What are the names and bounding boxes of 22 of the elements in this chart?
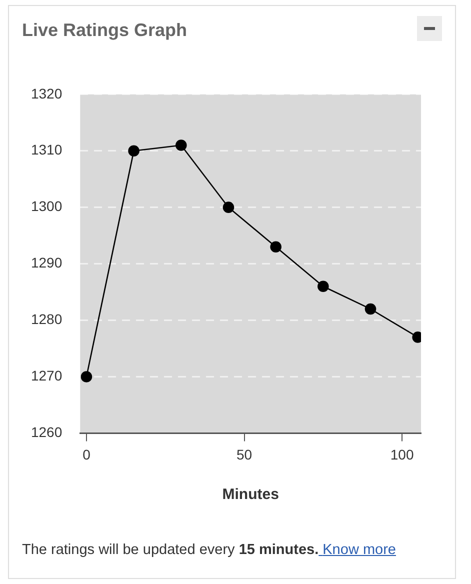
- text: Know more: [322, 542, 396, 558]
- chart-title: Live Ratings Graph: [22, 20, 188, 41]
- point: [364, 303, 376, 315]
- y-tick-label: 1280: [30, 311, 62, 328]
- x-axis-title: Minutes: [222, 486, 279, 504]
- point: [128, 145, 140, 157]
- y-tick-label: 1290: [30, 254, 62, 271]
- y-tick-label: 1320: [30, 85, 62, 102]
- point: [318, 280, 329, 292]
- y-tick-label: 1300: [30, 198, 62, 214]
- y-tick-label: 1310: [30, 142, 62, 158]
- y-tick-label: 1270: [30, 368, 62, 384]
- point: [270, 241, 282, 253]
- text: 15 minutes.: [238, 542, 319, 558]
- x-tick-label: 50: [236, 446, 252, 462]
- text: The ratings will be updated every: [22, 542, 235, 558]
- point: [222, 202, 234, 213]
- x-tick-label: 0: [82, 446, 91, 462]
- point: [80, 371, 92, 382]
- y-tick-label: 1260: [30, 424, 62, 440]
- x-tick-label: 100: [390, 446, 414, 462]
- point: [175, 140, 187, 151]
